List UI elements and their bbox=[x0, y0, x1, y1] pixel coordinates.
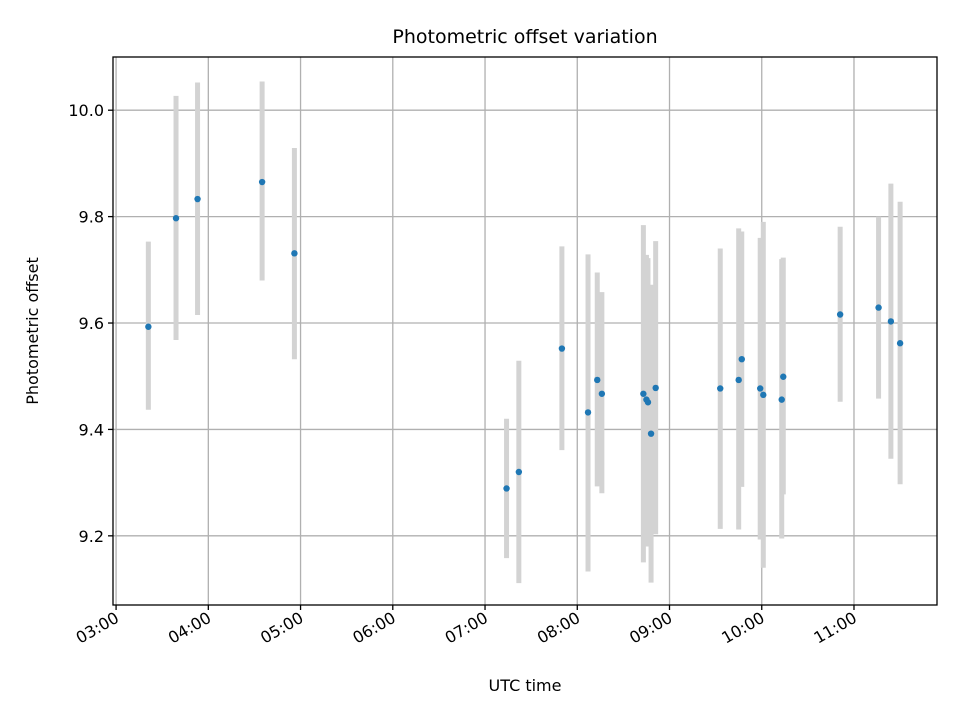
data-point bbox=[757, 385, 764, 392]
data-point bbox=[194, 195, 201, 203]
chart-title: Photometric offset variation bbox=[392, 26, 657, 48]
data-point bbox=[647, 430, 655, 437]
data-point bbox=[640, 390, 647, 397]
x-tick-label: 08:00 bbox=[534, 608, 583, 648]
x-tick-label: 11:00 bbox=[811, 608, 860, 648]
x-tick-label: 09:00 bbox=[626, 608, 675, 648]
data-point bbox=[515, 468, 523, 476]
data-point bbox=[172, 215, 180, 222]
y-tick-label: 9.4 bbox=[79, 420, 104, 439]
y-tick-label: 9.2 bbox=[79, 527, 104, 546]
data-point bbox=[558, 345, 566, 352]
data-point bbox=[291, 250, 298, 257]
plot-frame bbox=[112, 56, 938, 606]
grid-layer bbox=[113, 57, 937, 605]
data-point bbox=[644, 399, 652, 406]
data-point bbox=[836, 311, 844, 318]
data-point bbox=[780, 373, 787, 380]
x-tick-label: 07:00 bbox=[442, 608, 491, 648]
y-tick-label: 10.0 bbox=[68, 101, 104, 120]
data-point bbox=[145, 323, 152, 330]
x-tick-label: 06:00 bbox=[349, 608, 398, 648]
data-point bbox=[717, 385, 724, 392]
x-axis-label: UTC time bbox=[489, 676, 562, 695]
x-tick-label: 05:00 bbox=[257, 608, 306, 648]
data-point bbox=[735, 376, 742, 384]
data-point bbox=[598, 390, 606, 397]
data-point bbox=[778, 396, 785, 403]
data-point bbox=[584, 409, 592, 416]
x-tick-label: 03:00 bbox=[73, 608, 122, 648]
data-point bbox=[503, 485, 510, 492]
data-point bbox=[652, 384, 659, 392]
data-point bbox=[258, 178, 266, 186]
data-point bbox=[896, 340, 904, 347]
point-layer bbox=[145, 178, 904, 492]
errorbar-layer bbox=[145, 81, 903, 584]
y-tick-label: 9.6 bbox=[79, 314, 104, 333]
data-point bbox=[760, 391, 767, 399]
y-tick-label: 9.8 bbox=[79, 208, 104, 227]
x-tick-label: 04:00 bbox=[165, 608, 214, 648]
data-point bbox=[594, 376, 601, 384]
data-point bbox=[738, 355, 745, 363]
data-point bbox=[887, 318, 895, 325]
data-point bbox=[875, 304, 882, 311]
x-tick-label: 10:00 bbox=[718, 608, 767, 648]
y-axis-label: Photometric offset bbox=[23, 257, 42, 405]
